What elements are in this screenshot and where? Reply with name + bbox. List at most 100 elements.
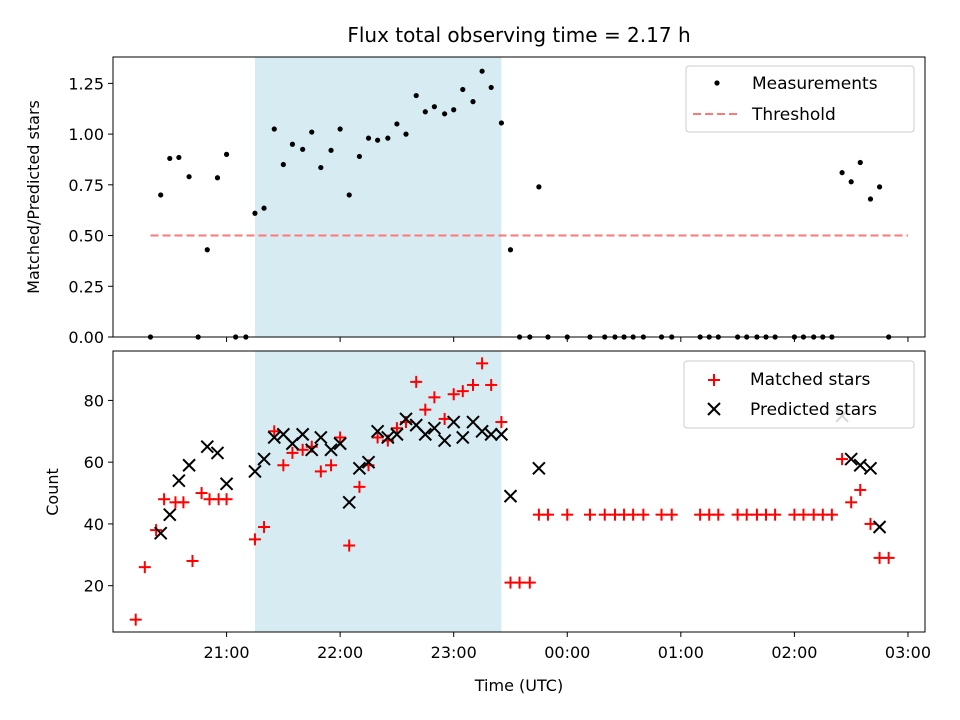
predicted-point: [163, 507, 177, 522]
matched-point: [655, 508, 668, 521]
measurement-point: [460, 86, 466, 93]
measurement-point: [309, 129, 315, 135]
matched-point: [410, 375, 423, 388]
observing-window-span: [254, 57, 502, 337]
measurement-point: [223, 151, 230, 157]
matched-point: [268, 425, 281, 438]
matched-point: [353, 480, 366, 493]
measurement-point: [328, 147, 334, 153]
matched-point: [390, 422, 403, 435]
measurement-point: [848, 179, 854, 185]
matched-point: [882, 551, 895, 564]
predicted-point: [381, 430, 395, 445]
legend-measurements-label: Measurements: [752, 74, 878, 94]
measurement-point: [252, 210, 258, 216]
matched-point: [864, 517, 877, 530]
legend-predicted-marker: [707, 402, 721, 416]
measurement-point: [186, 174, 192, 180]
legend-measurements-marker: [714, 80, 720, 86]
predicted-point: [390, 427, 404, 442]
predicted-point: [456, 430, 470, 445]
measurement-point: [365, 135, 372, 141]
measurement-point: [385, 135, 391, 141]
measurement-point: [300, 146, 306, 152]
measurement-point: [158, 192, 164, 198]
measurement-point: [280, 161, 286, 168]
measurement-point: [337, 126, 343, 132]
predicted-point: [475, 424, 489, 438]
measurement-point: [271, 126, 277, 132]
y-tick-label: 40: [84, 515, 104, 534]
legend-matched-label: Matched stars: [750, 370, 870, 390]
measurement-point: [375, 137, 381, 143]
legend-threshold-label: Threshold: [751, 105, 836, 125]
matched-point: [343, 539, 356, 552]
measurement-point: [318, 164, 324, 171]
matched-point: [447, 388, 460, 401]
predicted-point: [324, 443, 338, 457]
matched-point: [286, 446, 299, 459]
y-tick-label: 60: [84, 453, 104, 472]
measurement-point: [876, 184, 883, 190]
y-tick-label: 1.25: [68, 74, 104, 93]
predicted-point: [182, 458, 196, 472]
x-tick-label: 21:00: [204, 643, 250, 662]
matched-point: [583, 508, 596, 521]
matched-point: [419, 403, 432, 416]
y-tick-label: 80: [84, 391, 104, 410]
measurement-point: [536, 184, 542, 190]
predicted-point: [257, 452, 271, 466]
matched-point: [476, 357, 489, 370]
matched-point: [769, 508, 782, 521]
count-panel: 21:00 22:00 23:00 00:00 01:00 02:00 03:00 20 40…: [43, 350, 931, 695]
measurement-point: [413, 92, 419, 99]
x-tick-label: 02:00: [771, 643, 817, 662]
count-legend-box: [683, 360, 915, 429]
measurement-point: [839, 170, 845, 176]
predicted-point: [853, 458, 867, 472]
predicted-point: [200, 440, 214, 454]
measurement-point: [346, 192, 352, 198]
matched-point: [854, 483, 867, 496]
matched-point: [825, 508, 838, 521]
matched-point: [314, 465, 327, 478]
matched-point: [177, 496, 190, 509]
predicted-point: [305, 443, 319, 457]
matched-point: [186, 554, 199, 567]
matched-point: [258, 521, 271, 534]
measurement-point: [394, 121, 400, 127]
measurement-point: [507, 247, 514, 253]
count-y-axis-label: Count: [43, 468, 62, 516]
predicted-point: [370, 424, 385, 438]
matched-point: [195, 487, 208, 500]
matched-point: [334, 431, 347, 444]
measurement-point: [403, 131, 409, 137]
predicted-point: [484, 427, 498, 442]
matched-point: [325, 459, 338, 472]
predicted-point: [437, 433, 452, 448]
predicted-point: [361, 455, 376, 469]
predicted-point: [399, 412, 413, 426]
predicted-point: [352, 461, 367, 476]
y-tick-label: 1.00: [68, 125, 104, 144]
measurement-point: [857, 159, 863, 166]
matched-point: [523, 576, 536, 589]
x-tick-label: 01:00: [658, 643, 704, 662]
predicted-point: [532, 461, 546, 476]
y-tick-label: 0.25: [68, 277, 104, 296]
matched-point: [845, 496, 858, 509]
x-tick-label: 00:00: [544, 643, 590, 662]
matched-point: [428, 391, 441, 404]
matched-point: [836, 453, 849, 466]
measurement-point: [261, 205, 267, 211]
predicted-point: [153, 526, 168, 540]
predicted-point: [248, 464, 262, 479]
predicted-point: [872, 520, 887, 534]
measurement-point: [422, 109, 428, 115]
ratio-legend: Measurements Threshold: [685, 65, 915, 133]
y-tick-label: 0.50: [68, 227, 104, 246]
matched-point: [467, 378, 480, 391]
matched-point: [248, 533, 261, 546]
measurement-point: [289, 141, 296, 147]
